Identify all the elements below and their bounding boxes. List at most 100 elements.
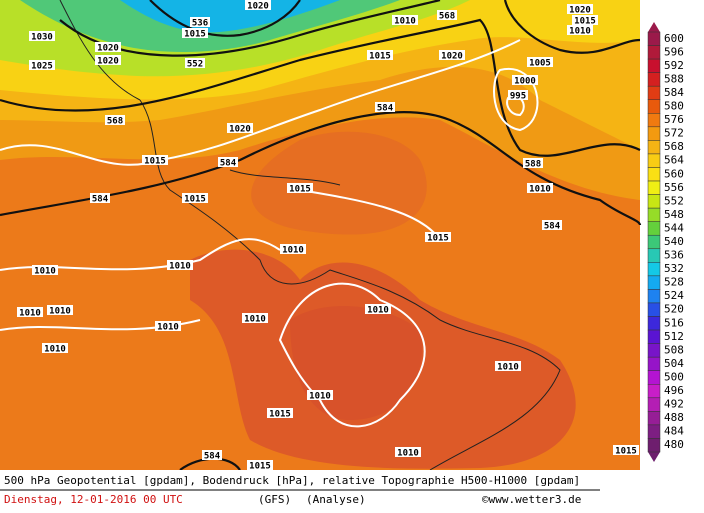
contour-label-bg: [245, 0, 271, 10]
colorbar-swatch: [647, 72, 661, 87]
colorbar-swatch: [647, 356, 661, 371]
contour-label: 1000: [514, 77, 536, 87]
contour-label: 1010: [19, 309, 41, 319]
contour-label: 584: [220, 159, 237, 169]
colorbar-label: 560: [664, 167, 684, 180]
contour-label: 1010: [49, 307, 71, 317]
contour-label-bg: [392, 15, 418, 25]
contour-label-bg: [105, 115, 125, 125]
contour-label: 1015: [269, 410, 291, 420]
contour-label-bg: [425, 232, 451, 242]
contour-label: 1020: [97, 57, 119, 67]
contour-label-bg: [527, 57, 553, 67]
colorbar-label: 572: [664, 127, 684, 140]
colorbar-swatch: [647, 167, 661, 182]
contour-label: 584: [92, 195, 109, 205]
contour-label-bg: [567, 25, 593, 35]
contour-label-bg: [32, 265, 58, 275]
contour-label: 1010: [367, 306, 389, 316]
contour-label-bg: [42, 343, 68, 353]
contour-label-bg: [508, 90, 528, 100]
contour-label-bg: [95, 55, 121, 65]
contour-label: 568: [107, 117, 123, 127]
colorbar-swatch: [647, 221, 661, 236]
contour-label-bg: [190, 17, 210, 27]
contour-label: 584: [377, 104, 394, 114]
contour-label: 1010: [397, 449, 419, 459]
colorbar-swatch: [647, 85, 661, 100]
contour-label: 1010: [169, 262, 191, 272]
coastlines: [59, 0, 561, 471]
contour-label: 1015: [289, 185, 311, 195]
colorbar-swatch: [647, 99, 661, 114]
contour-label: 1025: [31, 62, 53, 72]
colorbar-swatch: [647, 113, 661, 128]
contour-label: 1015: [249, 462, 271, 472]
colorbar-label: 492: [664, 398, 684, 411]
colorbar-label: 516: [664, 316, 684, 329]
contour-label-bg: [613, 445, 639, 455]
contour-label-bg: [90, 193, 110, 203]
contour-label: 1020: [441, 52, 463, 62]
contour-label-bg: [155, 321, 181, 331]
geopotential-contours: [0, 0, 642, 471]
colorbar-label: 504: [664, 357, 684, 370]
contour-label: 1015: [615, 447, 637, 457]
contour-label-bg: [29, 60, 55, 70]
contour-label-bg: [542, 220, 562, 230]
contour-label: 1010: [309, 392, 331, 402]
colorbar-label: 540: [664, 235, 684, 248]
contour-label-bg: [375, 102, 395, 112]
colorbar-swatch: [647, 234, 661, 250]
contour-label: 1010: [157, 323, 179, 333]
colorbar-swatch: [647, 275, 661, 290]
contour-label-bg: [247, 460, 273, 470]
colorbar-swatch: [647, 180, 661, 195]
contour-label-bg: [287, 183, 313, 193]
contour-label-bg: [280, 244, 306, 254]
zone-532: [120, 0, 340, 33]
contour-label: 1015: [427, 234, 449, 244]
contour-label-bg: [182, 28, 208, 38]
colorbar-swatch: [647, 126, 661, 141]
colorbar-swatch: [647, 384, 661, 399]
colorbar-swatch: [647, 45, 661, 60]
contour-label-bg: [47, 305, 73, 315]
contour-label-bg: [267, 408, 293, 418]
colorbar-swatch: [647, 262, 661, 277]
footer-analysis: (Analyse): [306, 493, 366, 506]
colorbar-swatch: [647, 438, 661, 453]
contour-label: 1015: [184, 195, 206, 205]
contour-label: 1020: [229, 125, 251, 135]
colorbar-swatch: [647, 397, 661, 412]
colorbar-label: 520: [664, 303, 684, 316]
colorbar-label: 564: [664, 154, 684, 167]
contour-label: 584: [204, 452, 221, 462]
contour-label-bg: [29, 31, 55, 41]
colorbar-arrow-bottom: [648, 452, 660, 462]
colorbar-label: 500: [664, 370, 684, 383]
colorbar-label: 600: [664, 32, 684, 45]
contour-label: 1010: [394, 17, 416, 27]
colorbar-swatch: [647, 194, 661, 209]
colorbar-swatch: [647, 329, 661, 344]
contour-label-bg: [185, 58, 205, 68]
colorbar-label: 576: [664, 113, 684, 126]
colorbar-label: 568: [664, 140, 684, 153]
colorbar-label: 488: [664, 411, 684, 424]
colorbar-swatch: [647, 31, 661, 46]
contour-label-bg: [307, 390, 333, 400]
colorbar-arrow-top: [648, 22, 660, 32]
colorbar-label: 496: [664, 384, 684, 397]
colorbar-label: 484: [664, 425, 684, 438]
colorbar-label: 532: [664, 262, 684, 275]
colorbar-swatch: [647, 316, 661, 331]
contour-label: 1015: [184, 30, 206, 40]
contour-label-bg: [182, 193, 208, 203]
colorbar-label: 592: [664, 59, 684, 72]
colorbar-swatch: [647, 140, 661, 155]
contour-label-bg: [395, 447, 421, 457]
colorbar-label: 548: [664, 208, 684, 221]
contour-label-bg: [367, 50, 393, 60]
contour-label: 1005: [529, 59, 551, 69]
